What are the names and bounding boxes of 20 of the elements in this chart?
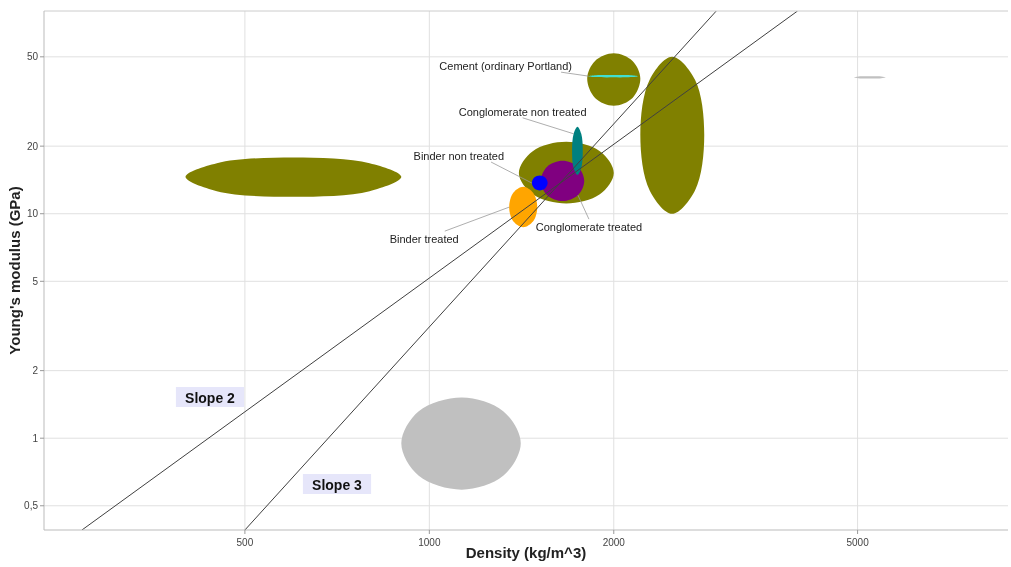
annotation: Conglomerate non treated bbox=[458, 105, 587, 118]
y-tick-label: 0,5 bbox=[24, 500, 39, 512]
x-tick-label: 500 bbox=[236, 537, 254, 548]
annotation: Conglomerate treated bbox=[535, 221, 643, 234]
y-tick-label: 2 bbox=[32, 365, 39, 377]
y-tick-label: 10 bbox=[26, 208, 39, 220]
y-tick-label: 5 bbox=[32, 275, 39, 287]
x-tick-label: 1000 bbox=[418, 537, 441, 548]
annotation: Binder non treated bbox=[413, 150, 505, 163]
annotation: Binder treated bbox=[389, 233, 459, 246]
annotation: Slope 3 bbox=[312, 477, 363, 493]
annotation: Cement (ordinary Portland) bbox=[439, 60, 573, 73]
y-tick-label: 50 bbox=[26, 51, 39, 63]
y-tick-label: 1 bbox=[32, 432, 39, 444]
annotation: Slope 2 bbox=[185, 390, 236, 406]
x-tick-label: 5000 bbox=[846, 537, 870, 548]
y-axis-title: Young's modulus (GPa) bbox=[6, 186, 23, 355]
x-tick-label: 2000 bbox=[602, 537, 626, 548]
x-axis-title: Density (kg/m^3) bbox=[465, 544, 587, 561]
y-tick-label: 20 bbox=[26, 140, 39, 152]
